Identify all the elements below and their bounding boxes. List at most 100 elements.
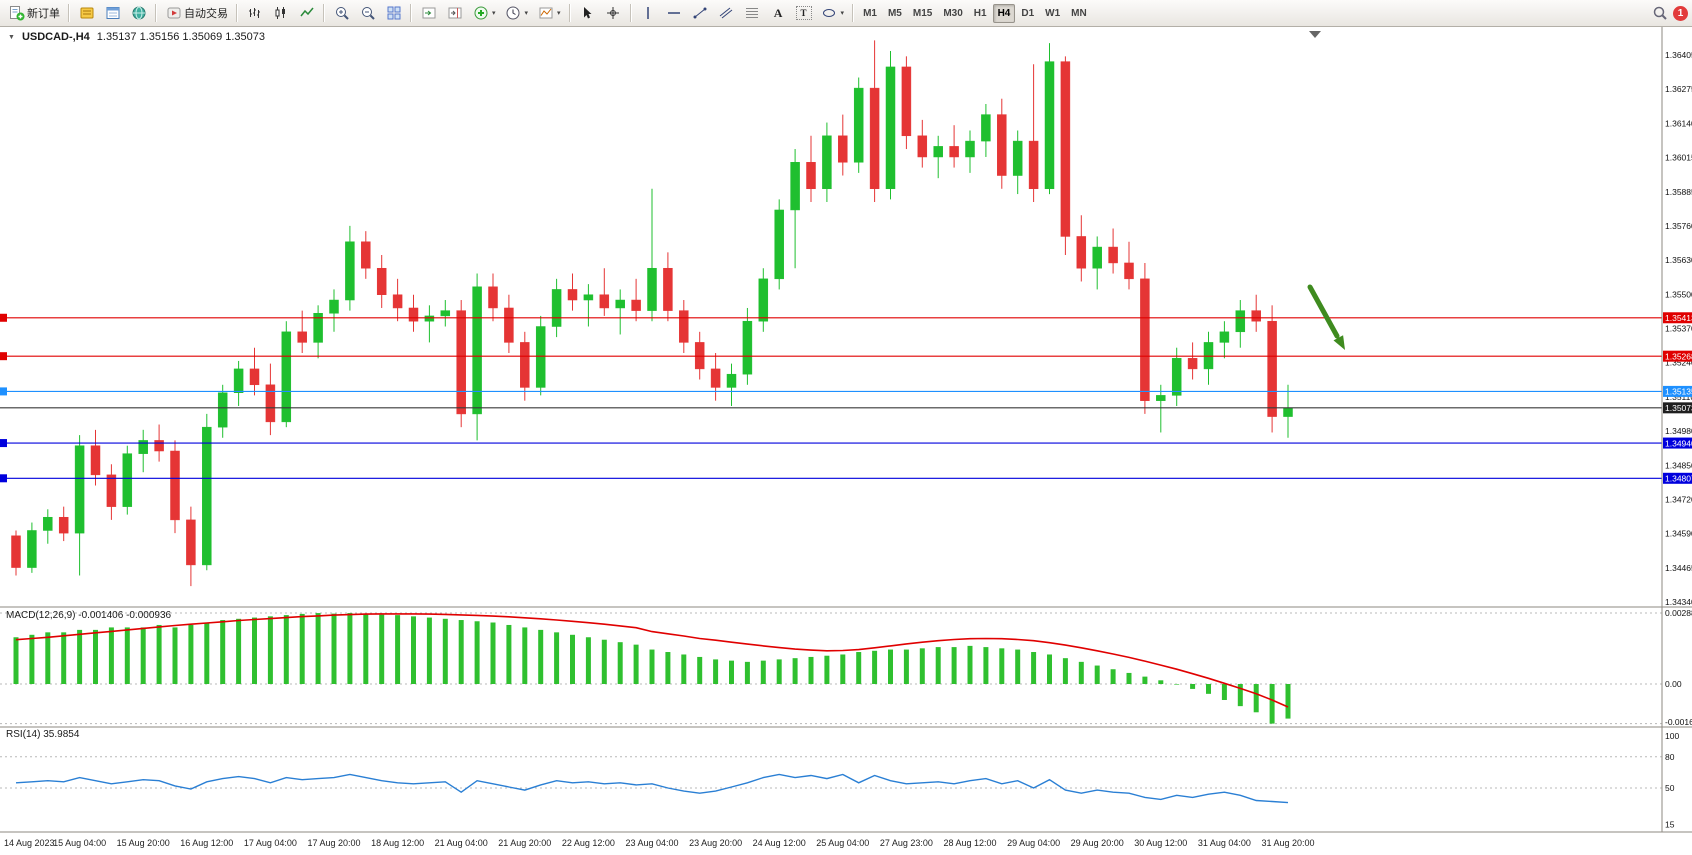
timeframe-mn-button[interactable]: MN bbox=[1071, 7, 1087, 19]
svg-text:17 Aug 20:00: 17 Aug 20:00 bbox=[307, 838, 360, 848]
templates-button[interactable]: ▾ bbox=[533, 1, 565, 25]
toolbar-separator bbox=[323, 4, 325, 22]
svg-text:15 Aug 04:00: 15 Aug 04:00 bbox=[53, 838, 106, 848]
svg-text:1.34590: 1.34590 bbox=[1665, 529, 1692, 539]
timeframe-h1-button[interactable]: H1 bbox=[973, 7, 987, 19]
svg-text:17 Aug 04:00: 17 Aug 04:00 bbox=[244, 838, 297, 848]
svg-text:29 Aug 20:00: 29 Aug 20:00 bbox=[1071, 838, 1124, 848]
globe-icon bbox=[130, 5, 147, 21]
auto-scroll-button[interactable] bbox=[416, 1, 441, 25]
community-button[interactable] bbox=[126, 1, 151, 25]
fibonacci-button[interactable] bbox=[740, 1, 765, 25]
timeframe-m5-button[interactable]: M5 bbox=[887, 7, 902, 19]
svg-text:31 Aug 20:00: 31 Aug 20:00 bbox=[1261, 838, 1314, 848]
new-order-button[interactable]: 新订单 bbox=[4, 1, 64, 25]
chevron-down-icon: ▾ bbox=[557, 10, 561, 17]
auto-trading-button[interactable]: 自动交易 bbox=[161, 1, 232, 25]
toolbar-separator bbox=[852, 4, 855, 22]
main-toolbar: 新订单 自动交易 bbox=[0, 0, 1692, 27]
chart-shift-button[interactable] bbox=[442, 1, 467, 25]
tile-windows-button[interactable] bbox=[381, 1, 406, 25]
cursor-button[interactable] bbox=[575, 1, 600, 25]
fibonacci-icon bbox=[744, 5, 761, 21]
ohlc-readout: 1.35137 1.35156 1.35069 1.35073 bbox=[96, 31, 265, 43]
svg-text:18 Aug 12:00: 18 Aug 12:00 bbox=[371, 838, 424, 848]
toolbar-separator bbox=[68, 4, 70, 22]
timeframe-h4-button[interactable]: H4 bbox=[992, 3, 1016, 23]
macd-indicator-label: MACD(12,26,9) -0.001406 -0.000936 bbox=[6, 610, 172, 621]
channel-button[interactable] bbox=[714, 1, 739, 25]
timeframe-m1-button[interactable]: M1 bbox=[863, 7, 877, 19]
trendline-button[interactable] bbox=[688, 1, 713, 25]
chevron-down-icon: ▾ bbox=[840, 10, 845, 17]
candlestick-chart-icon bbox=[272, 5, 289, 21]
svg-text:23 Aug 04:00: 23 Aug 04:00 bbox=[625, 838, 678, 848]
horizontal-line-icon bbox=[666, 5, 683, 21]
crosshair-button[interactable] bbox=[601, 1, 626, 25]
trendline-icon bbox=[692, 5, 709, 21]
notification-badge[interactable]: 1 bbox=[1673, 5, 1688, 21]
svg-text:100: 100 bbox=[1665, 731, 1679, 741]
svg-text:1.36275: 1.36275 bbox=[1665, 84, 1692, 94]
svg-text:1.35630: 1.35630 bbox=[1665, 255, 1692, 265]
svg-text:1.35413: 1.35413 bbox=[1665, 313, 1692, 323]
svg-text:30 Aug 12:00: 30 Aug 12:00 bbox=[1134, 838, 1187, 848]
timeframe-d1-button[interactable]: D1 bbox=[1021, 7, 1035, 19]
metaeditor-button[interactable] bbox=[74, 1, 99, 25]
data-window-button[interactable] bbox=[100, 1, 125, 25]
svg-text:27 Aug 23:00: 27 Aug 23:00 bbox=[880, 838, 933, 848]
toolbar-separator bbox=[410, 4, 412, 22]
clock-icon bbox=[505, 5, 522, 21]
chevron-down-icon: ▾ bbox=[524, 10, 529, 17]
new-order-label: 新订单 bbox=[27, 8, 60, 20]
svg-text:21 Aug 20:00: 21 Aug 20:00 bbox=[498, 838, 551, 848]
shapes-button[interactable]: ▾ bbox=[817, 1, 849, 25]
svg-text:1.35885: 1.35885 bbox=[1665, 187, 1692, 197]
line-chart-button[interactable] bbox=[294, 1, 319, 25]
svg-text:50: 50 bbox=[1665, 783, 1675, 793]
indicators-button[interactable]: ▾ bbox=[468, 1, 500, 25]
vertical-line-button[interactable] bbox=[636, 1, 661, 25]
chart-shift-icon bbox=[446, 5, 463, 21]
symbol-dropdown-icon[interactable]: ▼ bbox=[8, 33, 15, 41]
chevron-down-icon: ▾ bbox=[492, 10, 496, 17]
zoom-out-button[interactable] bbox=[355, 1, 380, 25]
horizontal-line-button[interactable] bbox=[662, 1, 687, 25]
text-icon: A bbox=[773, 5, 783, 20]
toolbar-separator bbox=[568, 4, 571, 22]
svg-text:21 Aug 04:00: 21 Aug 04:00 bbox=[435, 838, 488, 848]
bar-chart-icon bbox=[246, 5, 263, 21]
timeframe-m15-button[interactable]: M15 bbox=[912, 7, 933, 19]
zoom-out-icon bbox=[359, 5, 376, 21]
svg-text:1.35073: 1.35073 bbox=[1665, 403, 1692, 413]
text-label-button[interactable]: T bbox=[792, 1, 816, 25]
svg-text:1.34980: 1.34980 bbox=[1665, 426, 1692, 436]
templates-icon bbox=[537, 5, 554, 21]
timeframe-w1-button[interactable]: W1 bbox=[1045, 7, 1061, 19]
svg-text:80: 80 bbox=[1665, 752, 1675, 762]
svg-text:1.35760: 1.35760 bbox=[1665, 221, 1692, 231]
bar-chart-button[interactable] bbox=[242, 1, 267, 25]
svg-text:16 Aug 12:00: 16 Aug 12:00 bbox=[180, 838, 233, 848]
svg-text:24 Aug 12:00: 24 Aug 12:00 bbox=[753, 838, 806, 848]
svg-text:1.35500: 1.35500 bbox=[1665, 289, 1692, 299]
svg-text:0.00: 0.00 bbox=[1665, 679, 1682, 689]
candlestick-chart-button[interactable] bbox=[268, 1, 293, 25]
channel-icon bbox=[718, 5, 735, 21]
rsi-indicator-label: RSI(14) 35.9854 bbox=[6, 729, 80, 740]
zoom-in-icon bbox=[333, 5, 350, 21]
svg-text:1.35370: 1.35370 bbox=[1665, 324, 1692, 334]
timeframe-m30-button[interactable]: M30 bbox=[943, 7, 963, 19]
zoom-in-button[interactable] bbox=[329, 1, 354, 25]
svg-text:1.36140: 1.36140 bbox=[1665, 118, 1692, 128]
svg-text:1.36015: 1.36015 bbox=[1665, 153, 1692, 163]
search-button[interactable] bbox=[1647, 1, 1672, 25]
cursor-icon bbox=[579, 5, 596, 21]
text-label-icon: T bbox=[795, 6, 812, 20]
auto-trading-icon bbox=[165, 5, 182, 21]
periods-button[interactable]: ▾ bbox=[501, 1, 533, 25]
svg-text:1.34807: 1.34807 bbox=[1665, 473, 1692, 483]
text-button[interactable]: A bbox=[766, 1, 791, 25]
